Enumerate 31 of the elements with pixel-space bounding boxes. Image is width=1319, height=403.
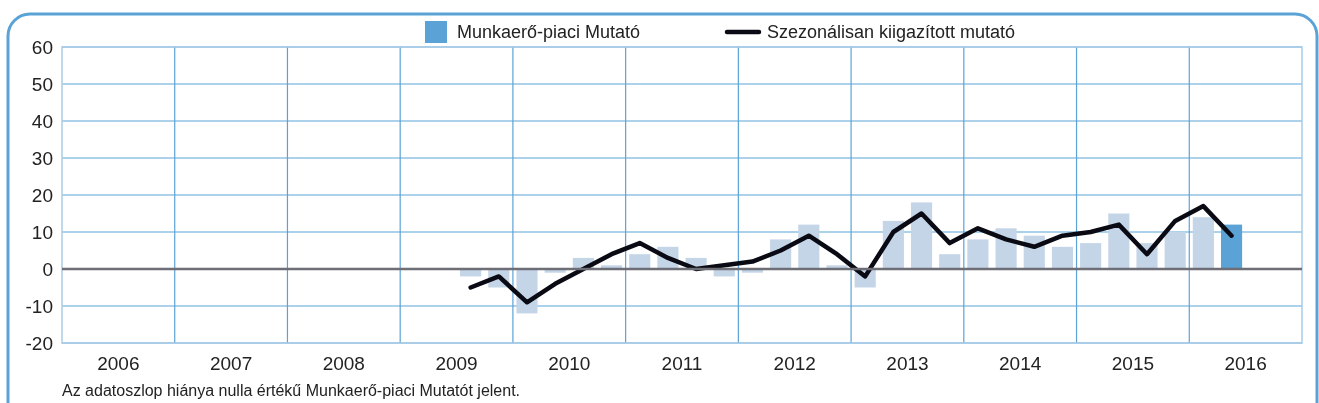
- bar: [1192, 217, 1214, 269]
- x-tick-label: 2014: [999, 353, 1042, 374]
- y-tick-label: 0: [42, 258, 53, 280]
- x-tick-label: 2008: [322, 353, 365, 374]
- legend-label: Szezonálisan kiigazított mutató: [767, 22, 1016, 43]
- bar: [939, 254, 961, 269]
- bar: [629, 254, 651, 269]
- line-series: [468, 203, 1234, 305]
- bar: [1080, 243, 1102, 269]
- y-tick-label: -10: [25, 295, 53, 317]
- bar: [1164, 232, 1186, 269]
- x-tick-label: 2011: [661, 353, 703, 374]
- x-tick-label: 2015: [1111, 353, 1155, 374]
- y-tick-label: -20: [25, 332, 53, 354]
- y-tick-label: 20: [31, 184, 53, 206]
- bar: [967, 239, 989, 269]
- y-tick-label: 30: [31, 147, 53, 169]
- x-tick-label: 2006: [97, 353, 140, 374]
- x-tick-label: 2007: [209, 353, 253, 374]
- y-tick-label: 10: [31, 221, 53, 243]
- x-tick-label: 2013: [886, 353, 929, 374]
- bar: [1051, 246, 1074, 269]
- text: Az adatoszlop hiánya nulla értékű Munkaerő-piaci Mutatót jelent.: [62, 382, 521, 399]
- x-tick-label: 2009: [435, 353, 478, 374]
- x-tick-label: 2016: [1224, 353, 1267, 374]
- x-tick-label: 2012: [773, 353, 816, 374]
- y-tick-label: 60: [31, 36, 53, 58]
- y-tick-label: 40: [31, 110, 53, 132]
- y-tick-label: 50: [31, 73, 53, 95]
- x-tick-label: 2010: [548, 353, 591, 374]
- legend-label: Munkaerő-piaci Mutató: [457, 22, 641, 43]
